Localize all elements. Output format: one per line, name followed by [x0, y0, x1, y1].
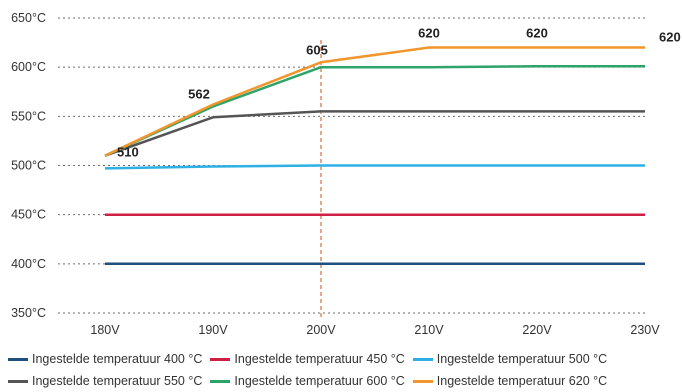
legend-swatch — [8, 379, 28, 383]
legend-item-620: Ingestelde temperatuur 620 °C — [412, 374, 608, 388]
legend-swatch — [412, 379, 433, 383]
legend-item-400: Ingestelde temperatuur 400 °C — [8, 352, 202, 366]
data-label: 620 — [418, 26, 440, 41]
legend-label: Ingestelde temperatuur 620 °C — [436, 374, 608, 388]
legend: Ingestelde temperatuur 400 °C Ingestelde… — [8, 348, 680, 392]
x-tick-label: 200V — [306, 323, 336, 337]
legend-swatch — [8, 357, 28, 361]
x-tick-label: 210V — [414, 323, 444, 337]
y-tick-label: 550°C — [11, 109, 46, 123]
data-label: 620 — [526, 26, 548, 41]
x-tick-label: 230V — [630, 323, 660, 337]
series-line — [104, 164, 645, 170]
x-tick-label: 190V — [198, 323, 228, 337]
y-tick-label: 600°C — [11, 60, 46, 74]
legend-swatch — [210, 379, 231, 383]
y-tick-label: 450°C — [11, 208, 46, 222]
x-tick-label: 220V — [522, 323, 552, 337]
legend-label: Ingestelde temperatuur 550 °C — [32, 374, 203, 388]
series-line — [104, 110, 645, 157]
y-tick-label: 500°C — [11, 159, 46, 173]
legend-item-550: Ingestelde temperatuur 550 °C — [8, 374, 202, 388]
y-tick-label: 350°C — [11, 306, 46, 320]
y-tick-label: 650°C — [11, 11, 46, 25]
line-chart: 350°C 400°C 450°C 500°C 550°C 600°C 650°C 180V 1… — [11, 11, 681, 337]
legend-swatch — [210, 357, 231, 361]
legend-row: Ingestelde temperatuur 550 °C Ingestelde… — [8, 370, 680, 392]
legend-label: Ingestelde temperatuur 500 °C — [436, 352, 608, 366]
legend-label: Ingestelde temperatuur 450 °C — [234, 352, 405, 366]
x-tick-label: 180V — [90, 323, 120, 337]
data-label: 605 — [306, 42, 328, 57]
data-label: 562 — [188, 87, 210, 102]
legend-row: Ingestelde temperatuur 400 °C Ingestelde… — [8, 348, 680, 370]
data-label: 510 — [117, 145, 139, 160]
legend-item-600: Ingestelde temperatuur 600 °C — [210, 374, 405, 388]
legend-item-500: Ingestelde temperatuur 500 °C — [412, 352, 608, 366]
legend-swatch — [412, 357, 433, 361]
series-line — [104, 64, 645, 157]
legend-item-450: Ingestelde temperatuur 450 °C — [210, 352, 405, 366]
legend-label: Ingestelde temperatuur 600 °C — [234, 374, 405, 388]
series-line — [104, 46, 645, 157]
y-tick-label: 400°C — [11, 257, 46, 271]
data-label: 620 — [659, 30, 681, 45]
legend-label: Ingestelde temperatuur 400 °C — [32, 352, 203, 366]
